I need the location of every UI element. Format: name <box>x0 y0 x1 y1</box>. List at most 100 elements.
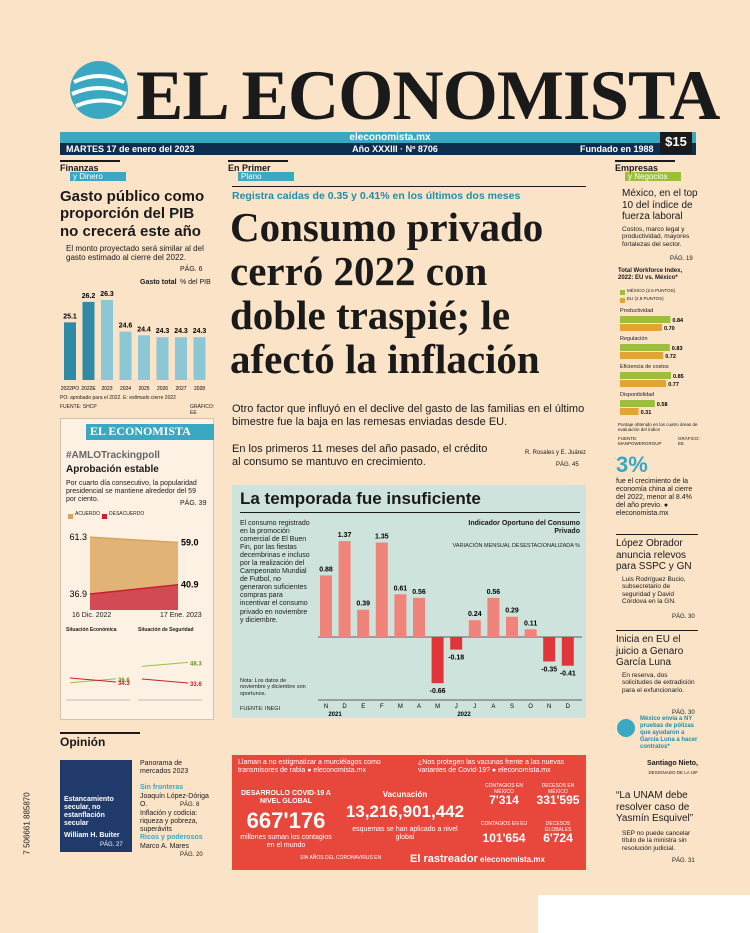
x-tick-label: D <box>342 704 347 710</box>
x-tick-label: A <box>491 704 495 710</box>
founded: Fundado en 1988 <box>580 144 654 154</box>
value-label: 0.85 <box>673 374 684 380</box>
value-label: 0.56 <box>412 589 426 596</box>
page-ref: PÁG. 19 <box>670 256 693 262</box>
category: Productividad <box>620 308 654 314</box>
line <box>141 661 189 667</box>
x-tick-label: S <box>510 704 514 710</box>
year-label: 2022 <box>457 712 471 718</box>
bar <box>320 575 332 637</box>
bar <box>561 637 574 666</box>
bar <box>175 337 187 380</box>
line <box>69 677 117 683</box>
source: FUENTE: MANPOWERGROUP <box>618 436 662 447</box>
covid-footer: SIN AÑOS DEL CORONAVIRUS EN <box>300 855 382 861</box>
value-label: 26.2 <box>82 293 96 300</box>
value-label: 40.9 <box>181 580 199 590</box>
line <box>89 536 179 544</box>
subsection: y Dinero <box>70 172 126 182</box>
legend-label: MÉXICO (2.5 PUNTOS) <box>627 288 676 293</box>
value-label: 0.77 <box>668 382 679 388</box>
bar <box>156 337 169 380</box>
legend-label: EU (2.9 PUNTOS) <box>627 296 664 301</box>
x-tick-label: F <box>380 704 384 710</box>
poll-brand: EL ECONOMISTA <box>86 424 214 440</box>
x-tick-label: 2026 <box>157 386 168 392</box>
bar <box>506 616 518 637</box>
x-tick-label: N <box>324 704 328 710</box>
category: Regulación <box>620 336 648 342</box>
value-label: 0.24 <box>468 611 482 618</box>
legend-swatch <box>620 298 625 303</box>
x-tick-label: A <box>417 704 421 710</box>
credit: GRÁFICO: EE <box>678 436 700 447</box>
bullet: Luis Rodríguez Bucio, subsecretario de s… <box>622 576 686 606</box>
bar <box>193 337 206 380</box>
bar <box>450 637 463 650</box>
value-label: 0.58 <box>657 402 668 408</box>
value-label: 24.4 <box>137 326 151 333</box>
bar <box>468 620 481 637</box>
price-box <box>660 132 692 154</box>
x-tick-label: 2025 <box>138 386 149 392</box>
page-ref: PÁG. 6 <box>180 266 203 273</box>
bullet: En los primeros 11 meses del año pasado,… <box>232 443 488 468</box>
quote: “La UNAM debe resolver caso de Yasmín Es… <box>616 790 694 824</box>
bar <box>620 372 671 379</box>
poll-text: Por cuarto día consecutivo, la popularid… <box>66 480 197 504</box>
bullet: Otro factor que influyó en el declive de… <box>232 403 585 428</box>
covid-text: millones suman los contagios en el mundo <box>240 834 332 850</box>
value-label: 0.11 <box>524 620 537 627</box>
value-label: 34.3 <box>118 681 130 687</box>
stat-number: 6'724 <box>543 831 573 845</box>
area <box>90 584 178 610</box>
value-label: 0.29 <box>505 608 519 615</box>
x-tick-label: M <box>398 704 403 710</box>
bar <box>338 541 351 637</box>
year-label: 2021 <box>328 712 342 718</box>
bar <box>524 629 537 637</box>
url: eleconomista.mx <box>349 132 431 143</box>
x-tick-label: D <box>566 704 571 710</box>
small-chart-title: Situación Económica <box>66 627 117 633</box>
masthead-title: EL ECONOMISTA <box>136 57 720 135</box>
opinion-main: Estancamiento secular, no estanflación s… <box>64 796 114 828</box>
value-label: 24.3 <box>193 328 207 335</box>
value-label: 0.39 <box>356 601 370 608</box>
covid-link: Llaman a no estigmatizar a murciélagos c… <box>238 759 381 775</box>
value-label: 25.1 <box>63 313 77 320</box>
subsection: Plano <box>238 172 294 182</box>
bullet: Costos, marco legal y productividad, may… <box>622 226 690 248</box>
line <box>69 678 117 684</box>
bar <box>357 609 370 637</box>
covid-url: eleconomista.mx <box>480 855 545 864</box>
price: $15 <box>665 134 687 149</box>
column: Sin fronteras <box>140 784 184 791</box>
page-ref: PÁG. 20 <box>180 852 203 858</box>
masthead-bar <box>60 132 696 143</box>
covid-number: 667'176 <box>246 808 326 833</box>
legend-swatch <box>102 514 107 519</box>
x-tick-label: J <box>473 704 476 710</box>
headline: Consumo privado cerró 2022 con doble tra… <box>230 204 544 382</box>
bar <box>620 408 639 415</box>
bullet: El monto proyectado será similar al del … <box>66 244 204 263</box>
author: Marco A. Mares <box>140 843 190 850</box>
covid-box <box>232 755 586 870</box>
bar <box>620 380 667 387</box>
page-ref: PÁG. 45 <box>556 462 579 468</box>
section: Empresas <box>615 160 675 173</box>
x-tick-label: 16 Dic. 2022 <box>72 612 112 619</box>
section: Finanzas <box>60 160 120 173</box>
line <box>89 583 179 595</box>
value-label: 0.31 <box>641 410 652 416</box>
covid-label: Vacunación <box>382 790 428 799</box>
value-label: 26.3 <box>100 291 114 298</box>
x-tick-label: 17 Ene. 2023 <box>160 612 202 619</box>
bar <box>620 400 655 407</box>
stat-label: CONTAGIOS EN MÉXICO <box>485 783 523 795</box>
opinion-item: Inflación y codicia: riqueza y pobreza, … <box>140 810 198 834</box>
stat-number: 101'654 <box>482 831 526 845</box>
